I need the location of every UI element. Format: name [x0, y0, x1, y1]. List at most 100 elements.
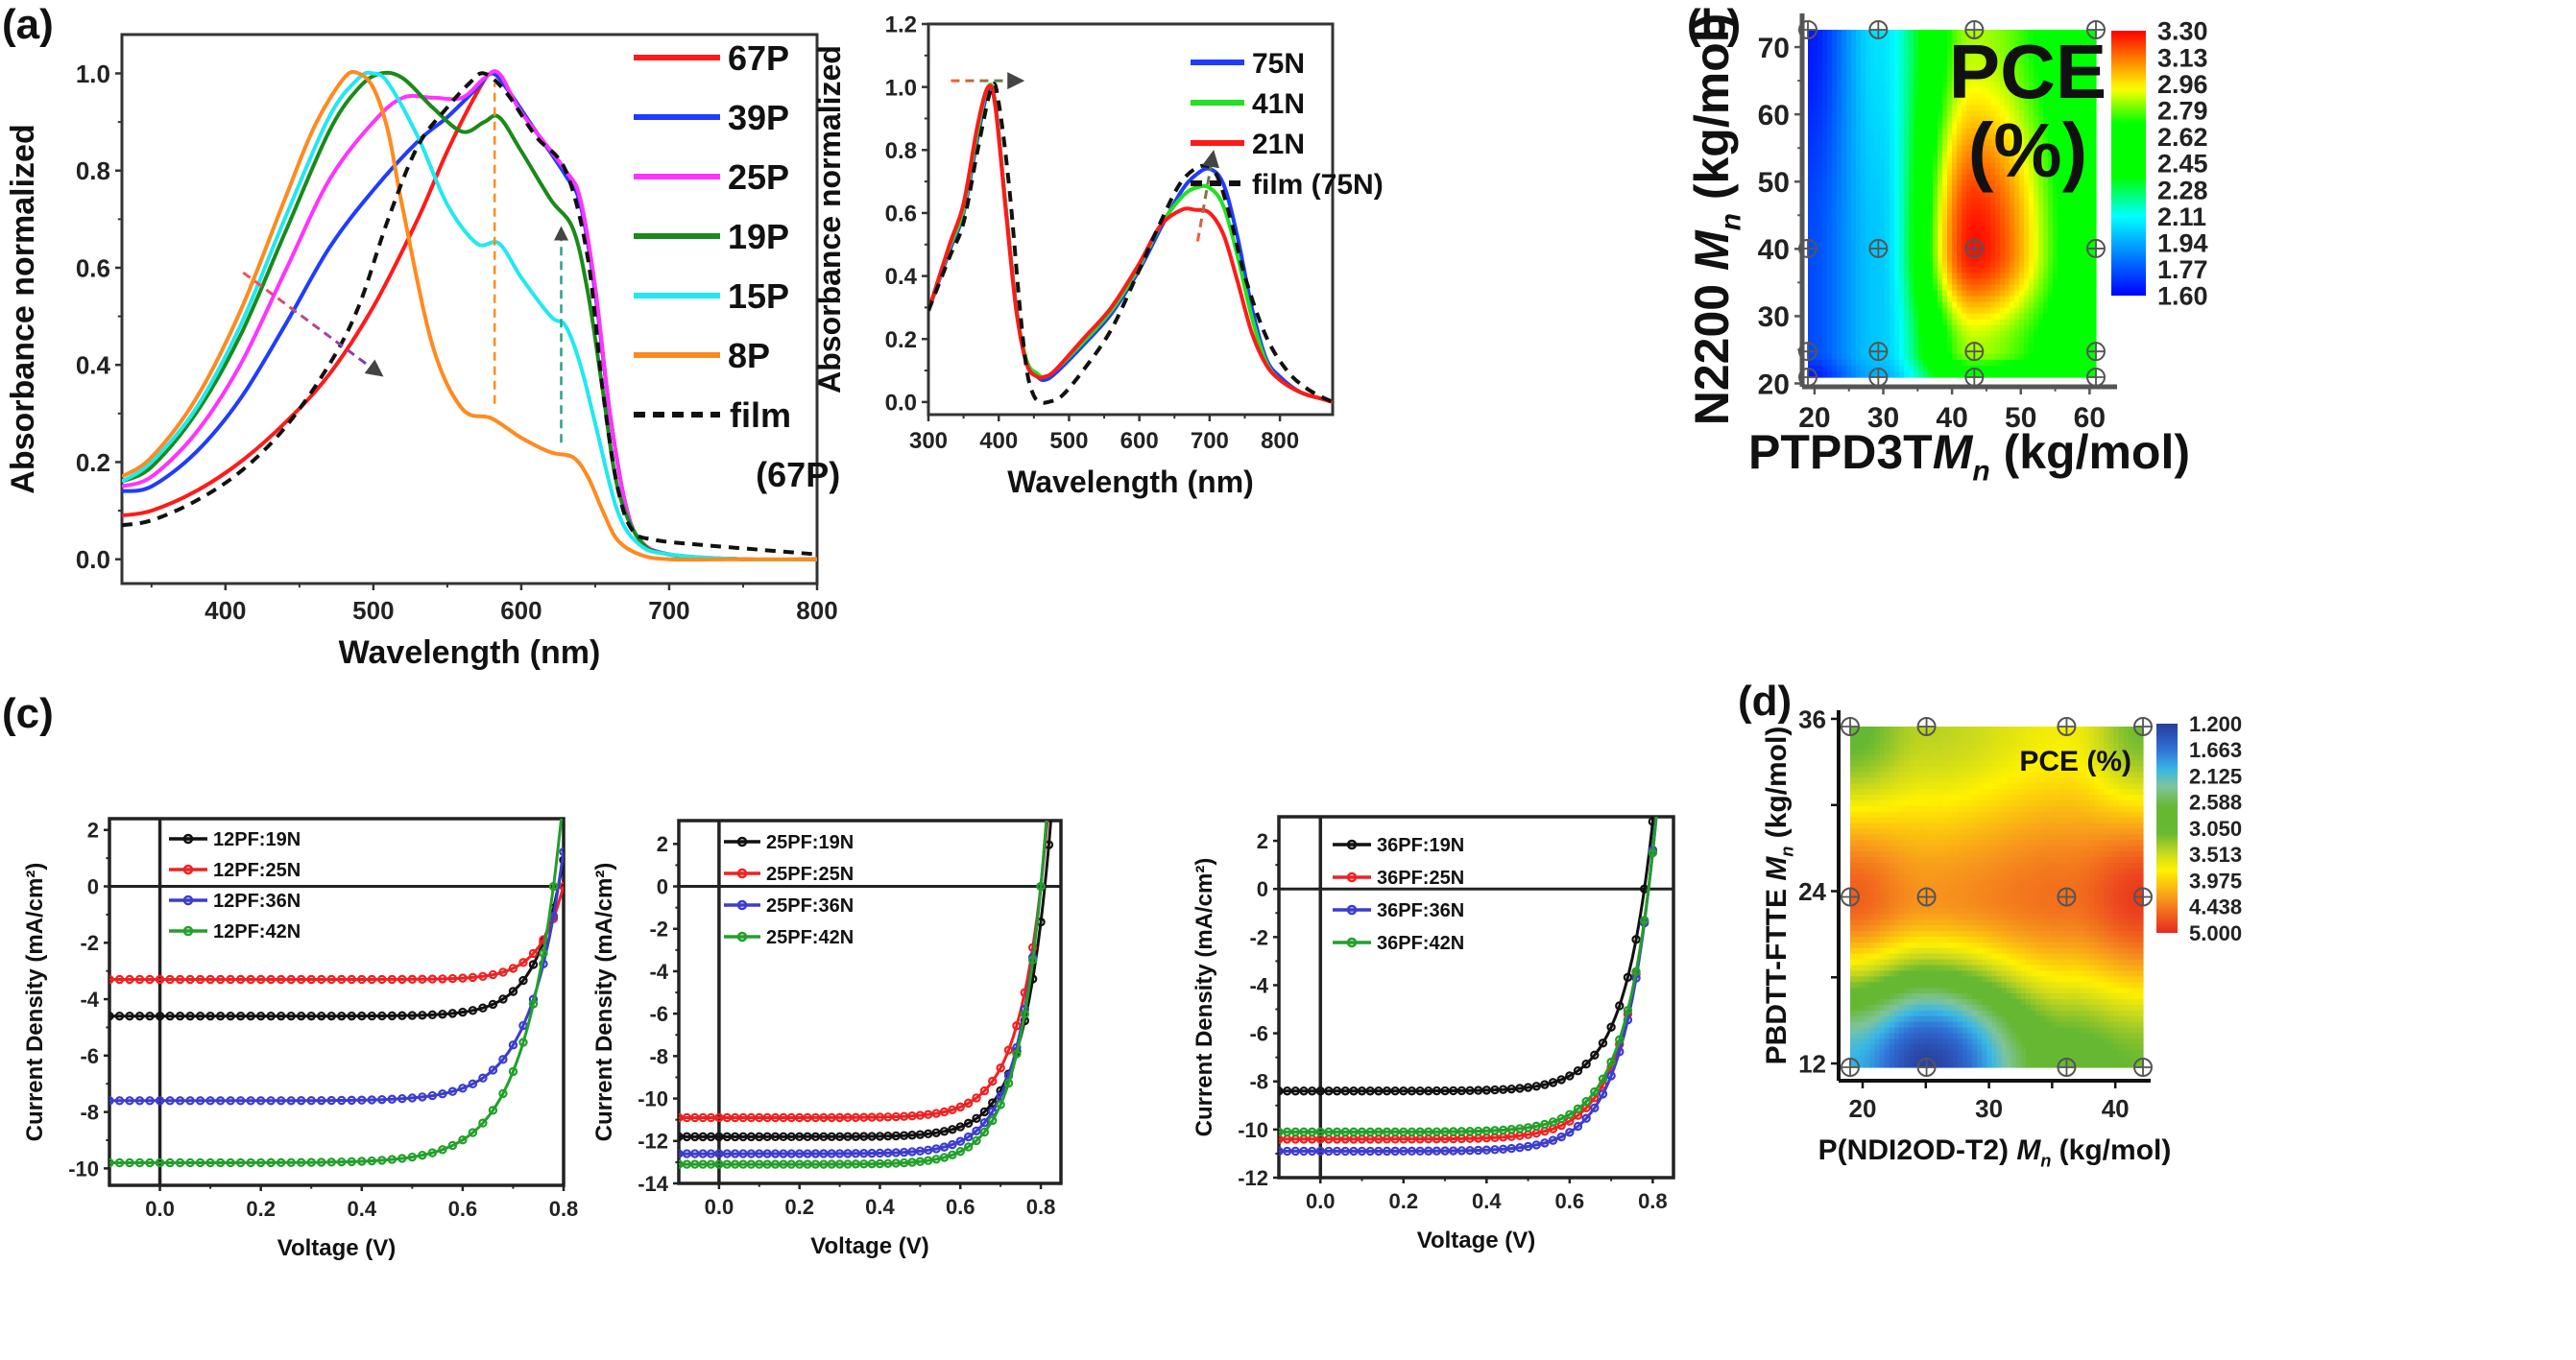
heatmap-cell	[1813, 151, 1818, 158]
heatmap-cell	[2072, 359, 2078, 367]
heatmap-cell	[1942, 336, 1948, 344]
heatmap-cell	[2082, 82, 2087, 88]
heatmap-cell	[1899, 301, 1905, 309]
heatmap-cell	[1846, 359, 1852, 367]
x-tick-label: 0.4	[347, 1197, 376, 1221]
heatmap-cell	[1990, 232, 1996, 239]
heatmap-cell	[1909, 105, 1914, 112]
heatmap-cell	[1952, 324, 1958, 332]
heatmap-cell	[2014, 301, 2020, 309]
jv-marker	[1473, 1086, 1483, 1095]
heatmap-cell	[1851, 209, 1857, 216]
heatmap-cell	[1832, 53, 1838, 60]
jv-marker	[1666, 643, 1673, 650]
heatmap-cell	[1976, 359, 1982, 367]
heatmap-cell	[1904, 36, 1910, 42]
heatmap-cell	[1861, 116, 1866, 124]
heatmap-cell	[2019, 185, 2025, 193]
heatmap-cell	[1971, 215, 1977, 222]
heatmap-cell	[1933, 82, 1938, 88]
heatmap-cell	[2019, 250, 2025, 256]
heatmap-cell	[1894, 53, 1900, 60]
heatmap-cell	[2072, 342, 2078, 349]
heatmap-cell	[1827, 145, 1833, 153]
heatmap-cell	[2000, 203, 2006, 210]
heatmap-cell	[2038, 70, 2044, 77]
heatmap-cell	[2005, 267, 2010, 274]
heatmap-cell	[1899, 342, 1905, 349]
heatmap-cell	[1850, 851, 1856, 858]
heatmap-cell	[2029, 145, 2034, 153]
heatmap-cell	[1938, 128, 1943, 135]
heatmap-cell	[2058, 174, 2063, 181]
heatmap-cell	[1832, 267, 1838, 274]
heatmap-cell	[2082, 273, 2087, 280]
heatmap-cell	[2082, 30, 2087, 36]
heatmap-cell	[1885, 151, 1890, 158]
heatmap-cell	[1866, 116, 1871, 124]
heatmap-cell	[1990, 145, 1996, 153]
heatmap-cell	[1952, 319, 1958, 326]
heatmap-cell	[2048, 87, 2054, 94]
heatmap-cell	[1899, 261, 1905, 268]
heatmap-cell	[1938, 353, 1943, 361]
heatmap-cell	[2034, 336, 2039, 344]
heatmap-cell	[2058, 82, 2063, 88]
heatmap-cell	[2048, 359, 2054, 367]
heatmap-cell	[1981, 76, 1986, 83]
heatmap-cell	[1855, 908, 1861, 915]
heatmap-cell	[2010, 255, 2015, 262]
heatmap-cell	[1822, 307, 1828, 315]
heatmap-cell	[1933, 255, 1938, 262]
heatmap-cell	[2014, 179, 2020, 187]
heatmap-cell	[1875, 128, 1881, 135]
heatmap-cell	[2005, 261, 2010, 268]
heatmap-cell	[2048, 319, 2054, 326]
heatmap-cell	[1837, 330, 1842, 338]
heatmap-cell	[1971, 290, 1977, 298]
heatmap-cell	[1827, 324, 1833, 332]
heatmap-cell	[1928, 221, 1934, 227]
heatmap-cell	[1808, 250, 1814, 256]
axis-title-subscript: n	[1716, 213, 1747, 230]
heatmap-cell	[1875, 70, 1881, 77]
heatmap-cell	[1861, 370, 1866, 378]
jv-marker	[819, 1149, 829, 1158]
heatmap-cell	[1855, 1056, 1861, 1062]
heatmap-cell	[2019, 59, 2025, 65]
jv-marker	[387, 1011, 397, 1021]
heatmap-cell	[1966, 145, 1972, 153]
heatmap-cell	[2067, 99, 2073, 107]
heatmap-cell	[1923, 174, 1929, 181]
heatmap-cell	[2034, 307, 2039, 315]
heatmap-cell	[1914, 145, 1919, 153]
heatmap-cell	[2005, 110, 2010, 118]
heatmap-cell	[2053, 324, 2058, 332]
heatmap-cell	[2082, 128, 2087, 135]
y-tick-label: 0	[657, 874, 668, 898]
heatmap-cell	[1966, 227, 1972, 233]
heatmap-cell	[1808, 41, 1814, 48]
heatmap-cell	[2086, 209, 2092, 216]
heatmap-cell	[1894, 324, 1900, 332]
heatmap-cell	[1928, 179, 1934, 187]
heatmap-cell	[1904, 221, 1910, 227]
heatmap-cell	[1842, 203, 1847, 210]
heatmap-cell	[1981, 82, 1986, 88]
heatmap-cell	[1880, 64, 1886, 71]
heatmap-cell	[1813, 244, 1818, 251]
heatmap-cell	[1914, 319, 1919, 326]
heatmap-cell	[1870, 290, 1876, 298]
heatmap-cell	[1856, 244, 1862, 251]
heatmap-cell	[1947, 273, 1953, 280]
heatmap-cell	[1971, 273, 1977, 280]
heatmap-cell	[1851, 70, 1857, 77]
heatmap-cell	[1813, 47, 1818, 54]
heatmap-cell	[1904, 330, 1910, 338]
heatmap-cell	[1860, 970, 1866, 977]
heatmap-cell	[1938, 313, 1943, 321]
jv-marker	[907, 1157, 917, 1167]
heatmap-cell	[2091, 353, 2097, 361]
x-tick-label: 40	[1936, 402, 1967, 434]
heatmap-cell	[1870, 330, 1876, 338]
